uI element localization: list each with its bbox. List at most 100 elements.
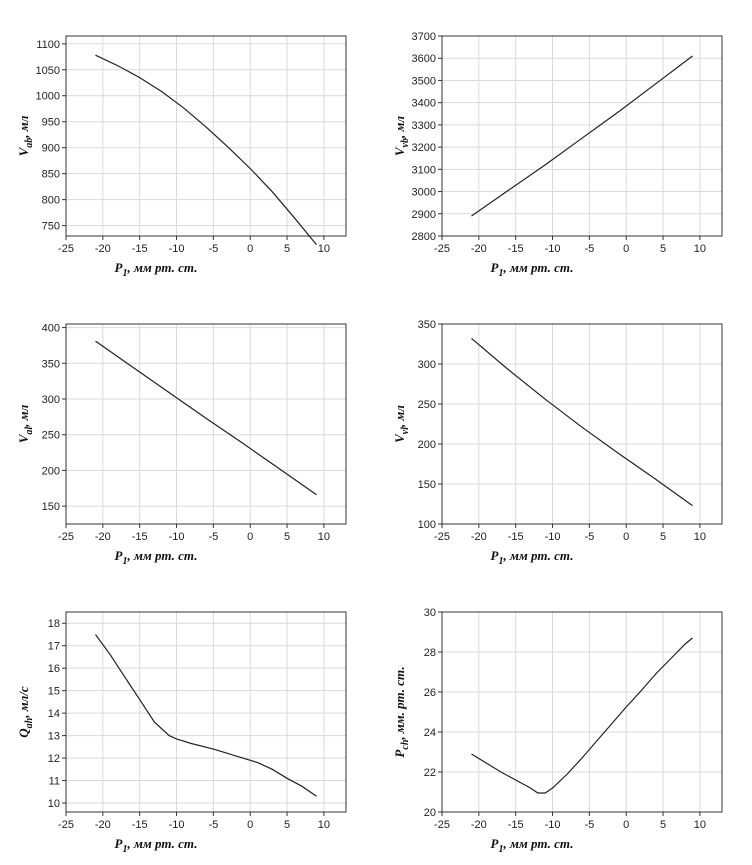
x-tick-label: 10 [318, 243, 330, 255]
chart-panel-pch: -25 -20 -15 -10 -5 0 5 10 20 22 24 26 28 30 P1, мм рт.… [376, 576, 752, 864]
y-tick-label: 13 [48, 731, 60, 743]
x-axis-title: P1, мм рт. ст. [115, 548, 198, 567]
x-tick-label: -15 [508, 819, 524, 831]
x-tick-label: 0 [247, 819, 253, 831]
x-tick-label: 10 [318, 819, 330, 831]
x-tick-label: 5 [660, 819, 666, 831]
x-tick-label: -10 [545, 819, 561, 831]
x-tick-label: 0 [247, 243, 253, 255]
x-tick-label: -5 [584, 243, 594, 255]
x-tick-label: -5 [208, 819, 218, 831]
x-tick-label: 10 [694, 243, 706, 255]
x-tick-label: 0 [623, 531, 629, 543]
x-tick-label: -10 [169, 819, 185, 831]
x-tick-label: -20 [95, 819, 111, 831]
x-tick-label: 10 [694, 819, 706, 831]
y-tick-label: 10 [48, 798, 60, 810]
series-line-vvb [471, 55, 693, 217]
y-tick-label: 11 [49, 776, 60, 788]
x-tick-label: -20 [471, 819, 487, 831]
y-axis-title: Pch, мм. рт. ст. [392, 666, 411, 757]
y-tick-label: 3700 [412, 31, 436, 43]
chart-panel-vab: -25 -20 -15 -10 -5 0 5 10 750 800 850 900 950 1000 105… [0, 0, 376, 288]
y-axis-title: Qah, мл/с [16, 686, 35, 738]
y-tick-label: 150 [42, 501, 60, 513]
y-tick-label: 12 [48, 753, 60, 765]
y-tick-label: 950 [42, 117, 60, 129]
x-axis-title: P1, мм рт. ст. [491, 548, 574, 567]
y-tick-label: 1050 [36, 65, 60, 77]
x-tick-label: -15 [132, 819, 148, 831]
plot-frame [441, 35, 723, 237]
y-tick-label: 24 [424, 727, 436, 739]
y-tick-label: 1100 [36, 39, 60, 51]
x-axis-title: P1, мм рт. ст. [115, 836, 198, 855]
x-tick-label: -20 [471, 531, 487, 543]
y-tick-label: 100 [418, 519, 436, 531]
chart-panel-vvb: -25 -20 -15 -10 -5 0 5 10 2800 2900 3000 3100 3200 33… [376, 0, 752, 288]
chart-svg: -25 -20 -15 -10 -5 0 5 10 100 150 200 250 300 350 P1, … [392, 319, 723, 567]
plot-frame [441, 323, 723, 525]
plot-frame [65, 611, 347, 813]
x-axis-title: P1, мм рт. ст. [491, 260, 574, 279]
y-tick-label: 350 [42, 358, 60, 370]
y-tick-label: 300 [418, 359, 436, 371]
plot-frame [441, 611, 723, 813]
y-tick-label: 900 [42, 143, 60, 155]
y-axis-title: Vvb, мл [392, 116, 411, 157]
y-tick-label: 2800 [412, 231, 436, 243]
chart-svg: -25 -20 -15 -10 -5 0 5 10 150 200 250 300 350 400 P1, … [16, 323, 347, 567]
y-tick-label: 2900 [412, 209, 436, 221]
x-tick-label: 0 [623, 819, 629, 831]
x-tick-label: -10 [169, 243, 185, 255]
y-tick-label: 400 [42, 323, 60, 335]
y-tick-label: 200 [418, 439, 436, 451]
x-tick-label: -10 [545, 243, 561, 255]
x-tick-label: -25 [58, 243, 74, 255]
y-tick-label: 3100 [412, 164, 436, 176]
x-tick-label: -20 [95, 531, 111, 543]
chart-panel-vvl: -25 -20 -15 -10 -5 0 5 10 100 150 200 250 300 350 P1, … [376, 288, 752, 576]
y-tick-label: 15 [48, 686, 60, 698]
y-tick-label: 3000 [412, 187, 436, 199]
x-tick-label: -25 [434, 531, 450, 543]
y-tick-label: 3600 [412, 53, 436, 65]
series-line-qah [95, 634, 317, 797]
y-tick-label: 28 [424, 647, 436, 659]
y-tick-label: 3200 [412, 142, 436, 154]
y-tick-label: 3500 [412, 75, 436, 87]
x-tick-label: -15 [508, 243, 524, 255]
y-tick-label: 3300 [412, 120, 436, 132]
plot-frame [65, 35, 347, 237]
y-axis-title: Val, мл [16, 404, 35, 443]
x-tick-label: -5 [208, 243, 218, 255]
x-axis-title: P1, мм рт. ст. [491, 836, 574, 855]
x-tick-label: -25 [434, 819, 450, 831]
y-tick-label: 3400 [412, 98, 436, 110]
y-tick-label: 14 [48, 708, 60, 720]
chart-svg: -25 -20 -15 -10 -5 0 5 10 20 22 24 26 28 30 P1, мм рт.… [392, 607, 723, 855]
x-tick-label: -20 [471, 243, 487, 255]
y-tick-label: 22 [424, 767, 436, 779]
chart-svg: -25 -20 -15 -10 -5 0 5 10 2800 2900 3000 3100 3200 33… [392, 31, 723, 279]
x-tick-label: -15 [132, 243, 148, 255]
x-tick-label: -15 [132, 531, 148, 543]
y-tick-label: 30 [424, 607, 436, 619]
chart-panel-qah: -25 -20 -15 -10 -5 0 5 10 10 11 12 13 14 15 16 17 18 P1, … [0, 576, 376, 864]
x-tick-label: -25 [58, 819, 74, 831]
y-tick-label: 250 [418, 399, 436, 411]
x-tick-label: -20 [95, 243, 111, 255]
y-axis-title: Vab, мл [16, 115, 35, 156]
x-tick-label: -5 [584, 819, 594, 831]
y-tick-label: 750 [42, 221, 60, 233]
y-tick-label: 1000 [36, 91, 60, 103]
x-tick-label: -5 [584, 531, 594, 543]
plot-frame [65, 323, 347, 525]
x-tick-label: 5 [660, 243, 666, 255]
chart-svg: -25 -20 -15 -10 -5 0 5 10 10 11 12 13 14 15 16 17 18 P1, … [16, 611, 347, 855]
x-tick-label: -10 [545, 531, 561, 543]
x-tick-label: 0 [623, 243, 629, 255]
y-tick-label: 350 [418, 319, 436, 331]
series-line-vab [95, 54, 317, 246]
x-tick-label: 5 [284, 819, 290, 831]
